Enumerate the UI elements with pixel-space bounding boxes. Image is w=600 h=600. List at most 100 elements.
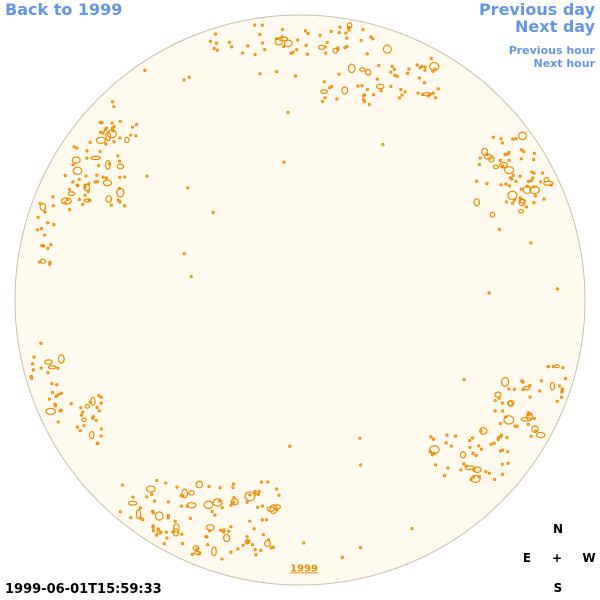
contour [145,485,156,493]
contour [259,548,263,553]
contour [415,63,419,67]
contour [534,429,538,433]
contour [79,413,84,417]
next-hour-link[interactable]: Next hour [534,57,596,70]
contour [118,509,122,514]
contour [329,29,333,34]
contour [337,31,341,35]
contour [500,472,505,476]
contour [95,405,99,410]
contour [30,376,34,380]
active-regions [29,22,568,561]
contour [110,121,114,125]
contour [280,35,284,39]
contour [540,171,544,175]
contour [101,175,105,179]
contour [543,176,550,183]
contour [39,341,43,345]
contour [187,75,191,79]
contour [123,175,127,179]
contour [318,33,322,37]
contour [506,461,510,465]
contour [519,157,523,161]
contour [205,543,210,547]
contour [135,509,142,520]
contour [365,87,369,92]
contour [72,145,76,149]
contour [274,37,283,46]
contour [58,409,62,413]
contour [275,70,279,74]
contour [99,401,103,405]
contour [173,519,177,523]
next-day-link[interactable]: Next day [515,17,596,36]
contour [360,84,364,88]
contour [213,513,217,517]
contour [473,466,482,473]
contour [364,68,372,76]
contour [522,185,532,195]
contour [493,399,497,403]
timestamp: 1999-06-01T15:59:33 [5,582,162,597]
compass-north: N [553,522,563,536]
contour [470,436,475,440]
contour [152,499,157,503]
contour [232,500,236,504]
contour [182,251,186,256]
contour [500,141,505,145]
contour [54,394,58,399]
contour [271,545,276,549]
contour [71,180,75,184]
year-link[interactable]: 1999 [290,563,318,574]
contour [358,436,362,440]
contour [31,368,35,372]
contour [400,93,404,97]
contour [518,198,526,207]
contour [433,463,438,467]
contour [46,370,50,375]
previous-day-link[interactable]: Previous day [479,0,596,19]
contour [208,39,213,43]
contour [253,23,257,27]
contour [478,156,482,160]
contour [188,489,195,496]
contour [159,530,163,535]
contour [47,365,57,370]
contour [129,133,133,137]
contour [245,535,249,539]
contour [532,416,537,421]
contour [67,187,72,192]
contour [103,128,107,132]
back-link[interactable]: Back to 1999 [5,0,122,19]
contour [104,142,108,146]
contour [260,504,265,508]
contour [533,194,537,198]
previous-hour-link[interactable]: Previous hour [509,44,596,57]
contour [375,77,379,81]
contour [358,463,363,467]
contour [180,542,185,546]
contour [330,84,334,89]
contour [109,203,113,207]
contour [504,415,508,419]
contour [546,365,550,369]
contour [260,518,264,522]
contour [151,511,155,515]
contour [112,105,116,109]
contour [94,418,98,423]
contour [229,525,233,529]
contour [203,500,214,510]
contour [223,533,231,543]
contour [77,197,81,201]
contour [100,121,104,125]
contour [345,36,349,40]
contour [395,74,399,78]
contour [134,122,139,127]
contour [504,182,508,186]
contour [303,29,307,33]
contour [244,491,256,502]
contour [275,508,279,512]
contour [260,23,264,27]
contour [51,204,55,208]
contour [468,439,472,443]
